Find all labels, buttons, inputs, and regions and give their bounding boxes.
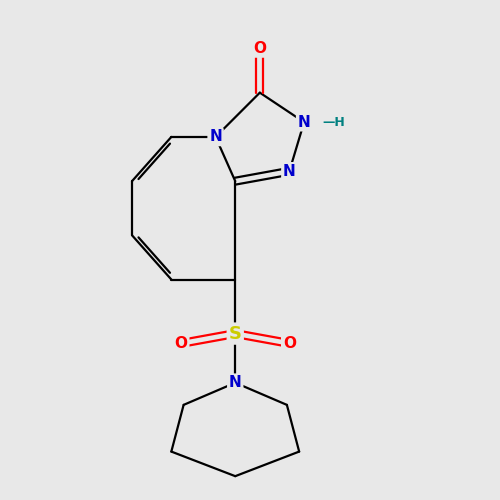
Text: O: O (174, 336, 188, 351)
Text: N: N (209, 130, 222, 144)
Text: N: N (298, 114, 310, 130)
Text: N: N (229, 375, 241, 390)
Text: O: O (254, 41, 266, 56)
Text: S: S (229, 324, 242, 342)
Text: O: O (283, 336, 296, 351)
Text: —H: —H (323, 116, 345, 128)
Text: N: N (283, 164, 296, 179)
